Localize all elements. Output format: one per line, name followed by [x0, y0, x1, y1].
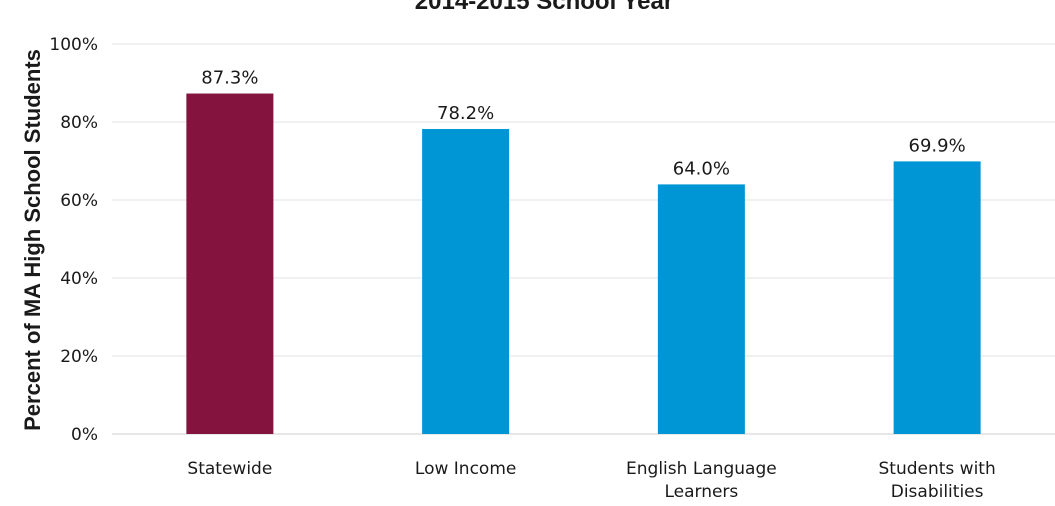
data-label: 87.3%: [201, 68, 258, 89]
y-tick-label: 60%: [60, 191, 98, 211]
bar-statewide: [186, 93, 274, 434]
labels: 0% 20% 40% 60% 80% 100% 87.3% Statewide 78.2% Low…: [49, 35, 995, 502]
bar-students-with-disabilities: [893, 161, 981, 434]
y-tick-label: 20%: [60, 347, 98, 367]
data-label: 69.9%: [909, 135, 966, 156]
x-category-label: Disabilities: [891, 482, 984, 502]
x-category-label: Statewide: [187, 459, 272, 479]
data-label: 64.0%: [673, 158, 730, 179]
y-tick-label: 80%: [60, 113, 98, 133]
chart-title: 2014-2015 School Year: [415, 0, 673, 15]
x-category-label: English Language: [626, 459, 777, 479]
bars: [186, 93, 981, 434]
y-axis-label: Percent of MA High School Students: [20, 49, 45, 431]
x-category-label: Learners: [664, 482, 738, 502]
y-tick-label: 100%: [49, 35, 98, 55]
bar-low-income: [422, 129, 510, 434]
y-tick-label: 40%: [60, 269, 98, 289]
y-tick-label: 0%: [71, 425, 98, 445]
data-label: 78.2%: [437, 103, 494, 124]
x-category-label: Low Income: [415, 459, 516, 479]
bar-english-language-learners: [657, 184, 745, 434]
x-category-label: Students with: [879, 459, 996, 479]
